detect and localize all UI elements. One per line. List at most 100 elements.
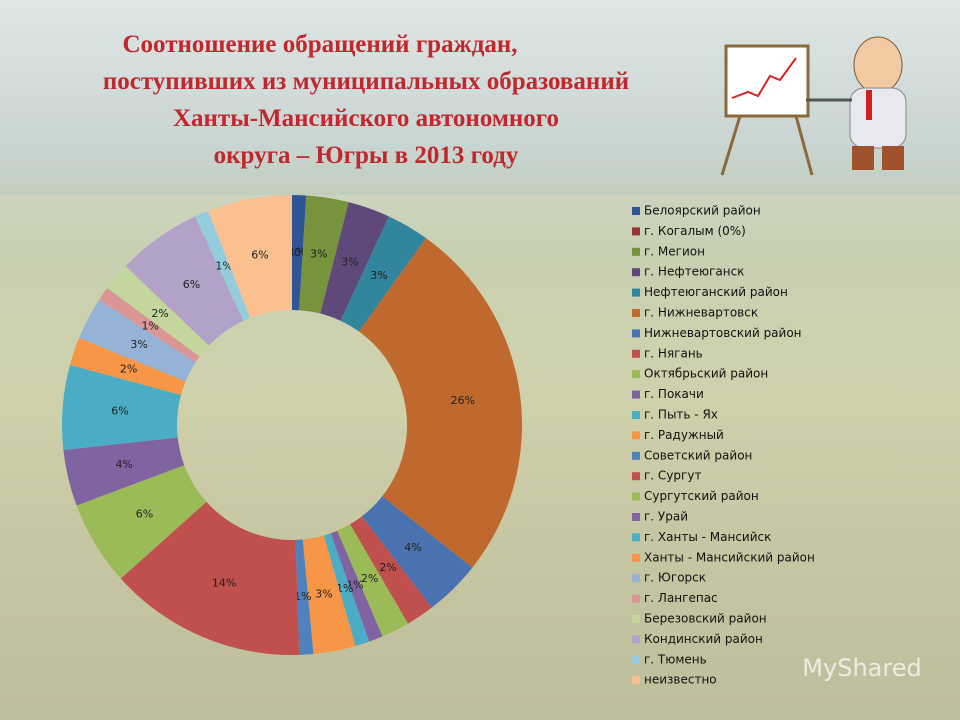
donut-segment [63, 437, 185, 506]
legend-swatch [632, 676, 640, 685]
legend-label: г. Нягань [644, 346, 703, 360]
donut-segment [99, 288, 200, 363]
legend-label: Ханты - Мансийский район [644, 550, 815, 564]
legend-label: г. Югорск [644, 571, 706, 585]
legend-label: г. Когалым (0%) [644, 224, 746, 238]
legend-swatch [632, 533, 640, 542]
data-label: 4% [404, 541, 421, 554]
donut-segment [194, 210, 251, 321]
legend-swatch [632, 390, 640, 399]
legend-swatch [632, 329, 640, 338]
donut-segment [107, 266, 209, 357]
donut-segment [320, 202, 390, 321]
presenter-illustration [720, 36, 907, 176]
legend-label: Сургутский район [644, 489, 759, 503]
donut-segment [120, 501, 300, 655]
chart-title: Ханты-Мансийского автономного [173, 105, 559, 132]
donut-segment [69, 337, 186, 395]
data-label: 14% [212, 577, 236, 590]
legend-swatch [632, 574, 640, 583]
data-label: 3% [341, 255, 358, 268]
legend-label: г. Покачи [644, 387, 704, 401]
donut-segment [337, 524, 409, 637]
donut-segment [61, 364, 181, 450]
legend-label: Нижневартовский район [644, 326, 802, 340]
data-label: 6% [183, 278, 200, 291]
legend-label: г. Ханты - Мансийск [644, 530, 771, 544]
data-label: 2% [361, 572, 378, 585]
donut-segment [340, 216, 427, 332]
donut-segment [295, 539, 314, 655]
legend-label: Белоярский район [644, 204, 761, 218]
chart-title: Соотношение обращений граждан, [122, 31, 517, 58]
data-label: 26% [451, 394, 475, 407]
legend-label: неизвестно [644, 673, 717, 687]
data-label: 2% [151, 307, 168, 320]
data-label: 1% [336, 582, 353, 595]
legend-swatch [632, 288, 640, 297]
donut-segment [125, 216, 244, 346]
legend-swatch [632, 513, 640, 521]
donut-segment [323, 533, 370, 647]
watermark: MyShared [802, 654, 921, 682]
legend-label: г. Пыть - Ях [644, 408, 718, 422]
donut-segment [76, 465, 207, 579]
data-label: 1% [289, 246, 306, 259]
donut-segment [302, 535, 356, 654]
data-label: 2% [379, 561, 396, 574]
donut-segment [359, 238, 522, 568]
donut-segment [79, 299, 196, 382]
donut-segment [361, 496, 473, 608]
legend-label: г. Нефтеюганск [644, 265, 744, 279]
data-label: 3% [370, 269, 387, 282]
legend-swatch [632, 655, 640, 664]
donut-segment [350, 516, 432, 624]
legend-swatch [632, 635, 640, 644]
donut-segment [292, 195, 307, 311]
legend-label: Березовский район [644, 612, 767, 626]
legend-swatch [632, 207, 640, 215]
donut-segment [299, 195, 349, 314]
data-label: 3% [310, 248, 327, 261]
legend-label: Нефтеюганский район [644, 285, 788, 299]
legend-label: г. Радужный [644, 428, 724, 442]
legend-label: г. Нижневартовск [644, 306, 758, 320]
legend-swatch [632, 553, 640, 562]
legend-label: г. Урай [644, 510, 688, 524]
legend-swatch [632, 268, 640, 277]
data-label: 1% [346, 579, 363, 592]
legend-swatch [632, 451, 640, 460]
data-label: 1% [294, 590, 311, 603]
data-label: 4% [115, 458, 132, 471]
legend-swatch [632, 309, 640, 317]
chart-title: округа – Югры в 2013 году [214, 142, 519, 169]
data-label: 6% [251, 248, 268, 261]
data-label: 2% [120, 363, 137, 376]
legend-swatch [632, 492, 640, 501]
legend-swatch [632, 472, 640, 481]
donut-segment [208, 195, 292, 318]
legend-swatch [632, 615, 640, 623]
data-label: 6% [111, 405, 128, 418]
legend-swatch [632, 247, 640, 256]
legend-label: г. Лангепас [644, 591, 718, 605]
legend-swatch [632, 431, 640, 440]
data-label: 6% [136, 507, 153, 520]
data-label: 3% [130, 338, 147, 351]
legend-label: Кондинский район [644, 632, 763, 646]
legend-label: г. Тюмень [644, 652, 707, 666]
legend-swatch [632, 370, 640, 379]
data-label: 3% [315, 588, 332, 601]
legend-label: Октябрьский район [644, 367, 768, 381]
donut-segment [330, 530, 383, 642]
legend-label: Советский район [644, 448, 752, 462]
chart-title: поступивших из муниципальных образований [103, 68, 629, 95]
legend-swatch [632, 594, 640, 603]
legend-swatch [632, 227, 640, 236]
legend-swatch [632, 411, 640, 419]
legend-label: г. Мегион [644, 244, 705, 258]
legend-label: г. Сургут [644, 469, 701, 483]
legend-swatch [632, 349, 640, 358]
